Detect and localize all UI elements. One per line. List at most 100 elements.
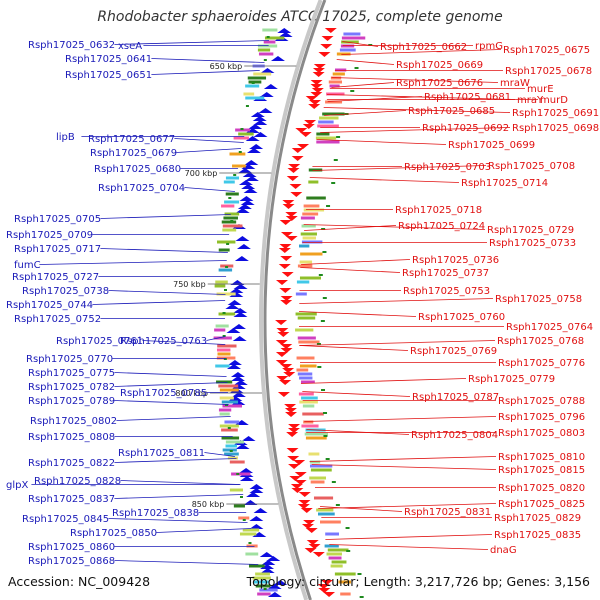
- green-tick: [336, 136, 341, 138]
- left-label-connector: [114, 372, 227, 377]
- right-gene-label: Rsph17025_0787: [412, 392, 499, 403]
- gene-block: [245, 96, 265, 100]
- right-label-connector: [336, 59, 395, 65]
- gene-block: [328, 556, 342, 560]
- reverse-gene-arrow: [304, 548, 317, 553]
- left-gene-label: Rsph17025_0744: [6, 300, 93, 311]
- gene-block: [218, 268, 233, 272]
- left-gene-label: Rsph17025_0651: [65, 70, 152, 81]
- forward-gene-arrow: [231, 392, 246, 397]
- reverse-gene-arrow: [282, 368, 295, 373]
- right-gene-label: Rsph17025_0820: [498, 483, 585, 494]
- left-gene-label: xseA: [118, 41, 142, 52]
- forward-gene-arrow: [249, 484, 264, 489]
- reverse-gene-arrow: [312, 552, 325, 557]
- reverse-gene-arrow: [275, 360, 288, 365]
- reverse-gene-arrow: [306, 540, 319, 545]
- left-gene-label: Rsph17025_0785: [120, 388, 207, 399]
- right-label-connector: [299, 298, 494, 304]
- forward-gene-arrow: [231, 384, 246, 389]
- green-tick: [318, 274, 323, 276]
- gene-block: [303, 208, 325, 212]
- left-gene-label: Rsph17025_0775: [28, 368, 115, 379]
- left-gene-label: Rsph17025_0822: [28, 458, 115, 469]
- right-label-connector: [304, 225, 397, 231]
- green-tick: [245, 105, 249, 107]
- gene-block: [227, 456, 238, 460]
- gene-block: [255, 572, 270, 576]
- green-tick: [223, 289, 227, 291]
- reverse-gene-arrow: [275, 340, 288, 345]
- reverse-gene-arrow: [323, 592, 336, 597]
- right-label-connector: [318, 503, 497, 509]
- reverse-gene-arrow: [282, 200, 295, 205]
- green-tick: [350, 90, 355, 92]
- forward-gene-arrow: [241, 436, 256, 441]
- gene-block: [302, 236, 316, 240]
- gene-block: [297, 372, 313, 376]
- gene-block: [302, 412, 324, 416]
- gene-block: [338, 580, 352, 584]
- gene-block: [219, 396, 234, 400]
- reverse-gene-arrow: [295, 128, 308, 133]
- reverse-gene-arrow: [279, 220, 292, 225]
- forward-gene-arrow: [259, 92, 274, 97]
- gene-block: [317, 124, 339, 128]
- reverse-gene-arrow: [277, 332, 290, 337]
- gene-block: [225, 440, 244, 444]
- gene-block: [247, 76, 267, 80]
- forward-gene-arrow: [239, 468, 254, 473]
- gene-block: [296, 280, 310, 284]
- reverse-gene-arrow: [283, 372, 296, 377]
- gene-block: [259, 588, 278, 592]
- right-label-connector: [331, 82, 395, 88]
- forward-gene-arrow: [248, 124, 263, 129]
- gene-block: [257, 592, 271, 596]
- green-tick: [236, 473, 240, 475]
- forward-gene-arrow: [229, 288, 244, 293]
- gene-block: [343, 32, 361, 36]
- reverse-gene-arrow: [288, 424, 301, 429]
- left-label-connector: [174, 138, 244, 143]
- left-gene-label: Rsph17025_0782: [28, 382, 115, 393]
- gene-block: [301, 396, 318, 400]
- reverse-gene-arrow: [286, 432, 299, 437]
- right-gene-label: Rsph17025_0662: [380, 42, 467, 53]
- kbp-label: 750 kbp: [173, 280, 206, 289]
- left-gene-label: glpX: [6, 480, 28, 491]
- reverse-gene-arrow: [318, 52, 331, 57]
- forward-gene-arrow: [249, 524, 264, 529]
- green-tick: [225, 404, 229, 406]
- forward-gene-arrow: [238, 168, 253, 173]
- gene-block: [257, 48, 271, 52]
- gene-block: [248, 80, 262, 84]
- gene-block: [229, 152, 246, 156]
- gene-block: [309, 464, 333, 468]
- gene-block: [301, 224, 316, 228]
- left-gene-label: Rsph17025_0838: [112, 508, 199, 519]
- gene-block: [238, 516, 250, 520]
- forward-gene-arrow: [239, 476, 254, 481]
- reverse-gene-arrow: [310, 80, 323, 85]
- forward-gene-arrow: [235, 236, 250, 241]
- forward-gene-arrow: [246, 492, 261, 497]
- gene-block: [215, 324, 229, 328]
- gene-block: [315, 136, 337, 140]
- right-gene-label: Rsph17025_0675: [503, 45, 590, 56]
- backbone-shadow: [259, 0, 323, 600]
- gene-block: [224, 452, 239, 456]
- forward-gene-arrow: [233, 312, 248, 317]
- gene-block: [299, 376, 313, 380]
- gene-block: [339, 48, 356, 52]
- reverse-gene-arrow: [280, 300, 293, 305]
- gene-block: [232, 164, 246, 168]
- reverse-gene-arrow: [286, 176, 299, 181]
- reverse-gene-arrow: [278, 248, 291, 253]
- reverse-gene-arrow: [312, 68, 325, 73]
- gene-block: [305, 436, 327, 440]
- forward-gene-arrow: [260, 68, 275, 73]
- right-label-connector: [324, 110, 407, 116]
- green-tick: [317, 366, 322, 368]
- left-gene-label: Rsph17025_0752: [14, 314, 101, 325]
- green-tick: [345, 527, 350, 529]
